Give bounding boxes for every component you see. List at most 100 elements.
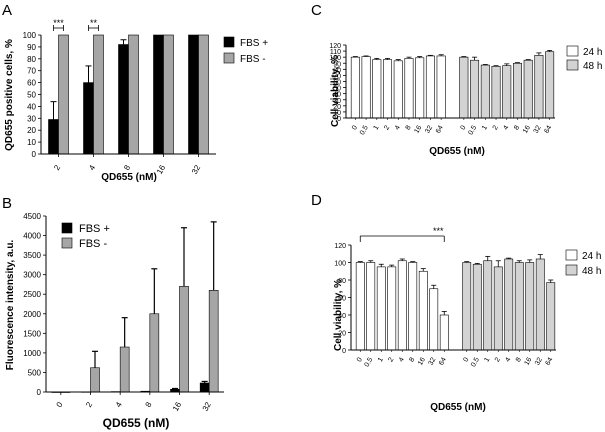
panel-b-legend-fbs-plus: FBS + <box>79 223 110 235</box>
panel-b-ytick-label: 1500 <box>23 329 41 338</box>
panel-letter-c: C <box>311 2 322 19</box>
panel-a-ytick-label: 10 <box>27 138 36 147</box>
panel-c-xtick-label: 0 <box>460 124 468 131</box>
panel-d-xtick-label: 2 <box>494 356 502 363</box>
panel-d-xtick-label: 16 <box>417 356 427 366</box>
panel-d-ytick-label: 60 <box>338 296 346 303</box>
panel-c-ytick-label: 60 <box>333 80 341 87</box>
panel-c-xtick-label: 64 <box>435 124 445 134</box>
panel-b-ytick-label: 2500 <box>23 290 41 299</box>
panel-a-ytick-label: 0 <box>32 150 37 159</box>
panel-d-ylabel: Cell viability, % <box>333 279 344 351</box>
panel-c-bar <box>470 59 480 119</box>
panel-b-xtick-label: 4 <box>114 400 124 409</box>
panel-d-ytick-label: 20 <box>338 331 346 338</box>
panel-b-chart: 0 500 1000 1500 2000 2500 3000 3500 4000 4500 0 2 4 8… <box>5 212 224 430</box>
panel-d-bar <box>355 262 365 351</box>
panel-d-bar <box>397 260 407 351</box>
panel-c-bar <box>372 59 382 119</box>
panel-c-ytick-label: 100 <box>329 55 341 62</box>
panel-d-bar <box>418 270 428 351</box>
panel-c-bar <box>502 65 512 119</box>
panel-d-xtick-label: 4 <box>398 356 406 363</box>
panel-b-ytick-label: 4500 <box>23 212 41 221</box>
panel-d-bar <box>376 266 386 351</box>
panel-d-bar <box>387 266 397 351</box>
panel-a-ytick-label: 20 <box>27 126 36 135</box>
panel-c-ylabel: Cell viability, % <box>330 55 341 127</box>
panel-b-ytick-label: 4000 <box>23 232 41 241</box>
panel-c-bar <box>459 56 469 119</box>
panel-d-bar <box>504 258 514 351</box>
panel-a-legend-fbs-plus: FBS + <box>240 38 268 49</box>
panel-d-bar <box>429 288 439 351</box>
panel-a-ytick-label: 60 <box>27 79 36 88</box>
panel-d-bar <box>514 262 524 351</box>
panel-c-ytick-label: 120 <box>329 43 341 50</box>
panel-c-legend-24h: 24 h <box>583 47 602 58</box>
panel-d-xtick-label: 0 <box>462 356 470 363</box>
panel-c-ytick-label: 40 <box>333 92 341 99</box>
panel-b-bar <box>208 290 219 393</box>
panel-b-ytick-label: 1000 <box>23 349 41 358</box>
panel-a-ytick-label: 90 <box>27 43 36 52</box>
panel-c-xtick-label: 0.5 <box>359 124 370 136</box>
panel-d-bar <box>439 314 449 351</box>
panel-a-bar <box>58 34 69 155</box>
panel-letter-d: D <box>311 192 322 209</box>
panel-c-xtick-label: 4 <box>394 124 402 131</box>
panel-a-bar <box>118 44 129 155</box>
panel-d-xtick-label: 0 <box>356 356 364 363</box>
panel-d-ytick-label: 80 <box>338 278 346 285</box>
panel-a-xtick-label: 2 <box>52 163 62 172</box>
panel-d-ytick-label: 0 <box>342 348 346 355</box>
panel-c-xtick-label: 16 <box>413 124 423 134</box>
panel-a-ytick-label: 100 <box>23 31 37 40</box>
panel-a-xtick-label: 8 <box>122 163 132 172</box>
panel-c-ytick-label: 30 <box>333 98 341 105</box>
panel-d-bar <box>546 282 556 351</box>
panel-a-bar <box>93 34 104 155</box>
panel-a-ytick-label: 70 <box>27 67 36 76</box>
panel-b-xtick-label: 2 <box>84 400 94 409</box>
panel-a-bar <box>153 34 164 155</box>
panel-a-bar <box>198 34 209 155</box>
panel-c-ytick-label: 0 <box>337 116 341 123</box>
panel-a-bar <box>128 34 139 155</box>
panel-c-ytick-label: 110 <box>330 49 341 56</box>
panel-d-bar <box>472 263 482 351</box>
panel-d-bar <box>483 260 493 351</box>
panel-c-legend-swatch-48h <box>566 59 579 71</box>
panel-c-bar <box>512 62 522 119</box>
panel-b-ytick-label: 3000 <box>23 271 41 280</box>
panel-c-xtick-label: 8 <box>405 124 413 131</box>
panel-c-xtick-label: 16 <box>522 124 532 134</box>
panel-b-ytick-label: 0 <box>37 388 42 397</box>
panel-b-xtick-label: 16 <box>171 400 184 413</box>
panel-b-ytick-label: 500 <box>28 368 42 377</box>
panel-d-xtick-label: 32 <box>534 356 544 366</box>
panel-a-bar <box>163 34 174 155</box>
panel-d-xtick-label: 1 <box>483 356 491 363</box>
panel-d-ytick-label: 100 <box>334 261 346 268</box>
panel-c-bar <box>350 56 360 119</box>
panel-d-legend-swatch-24h <box>565 249 578 261</box>
panel-a-legend-swatch-fbs-plus <box>223 36 235 48</box>
panel-a-ytick-label: 50 <box>27 91 36 100</box>
panel-d-legend-48h: 48 h <box>582 266 601 277</box>
panel-d-significance-label: *** <box>433 226 444 236</box>
panel-letter-b: B <box>2 195 12 212</box>
panel-c-xtick-label: 0.5 <box>467 124 478 136</box>
panel-b-ylabel: Fluorescence intensity, a.u. <box>5 240 16 371</box>
panel-c-xtick-label: 32 <box>533 124 543 134</box>
panel-d-xlabel: QD655 (nM) <box>430 402 486 413</box>
panel-c-bar <box>404 58 414 119</box>
panel-b-bar <box>179 286 189 393</box>
panel-d-xtick-label: 8 <box>408 356 416 363</box>
panel-d-xtick-label: 4 <box>504 356 512 363</box>
panel-a-xtick-label: 4 <box>87 163 97 172</box>
panel-c-bar <box>545 51 555 119</box>
panel-b-legend-swatch-fbs-minus <box>61 237 73 249</box>
panel-d-xtick-label: 8 <box>515 356 523 363</box>
